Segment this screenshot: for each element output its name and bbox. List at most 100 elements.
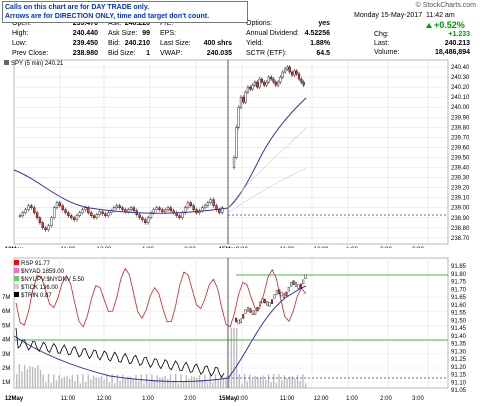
volume-bar — [281, 380, 283, 388]
candle-body — [181, 212, 184, 218]
x-tick-label: 3:00 — [412, 396, 424, 402]
y-tick-label: 91.85 — [451, 264, 467, 270]
indicator-candle — [283, 293, 286, 298]
change-percent-text: +0.52% — [434, 20, 465, 30]
volume-bar — [119, 380, 121, 388]
indicator-candle — [271, 299, 274, 304]
indicator-candle — [302, 279, 305, 285]
indicator-candle — [246, 306, 249, 312]
y-tick-label: 91.55 — [451, 311, 467, 317]
envelope-line — [227, 127, 307, 209]
quote-value: 238.980 — [72, 50, 98, 57]
candle-body — [52, 207, 56, 218]
y-tick-label: 91.35 — [451, 342, 467, 348]
indicator-legend-item: RSP 91.77 — [14, 260, 84, 268]
y-tick-label: 239.80 — [451, 125, 470, 131]
candle-body — [267, 76, 270, 83]
volume-bar — [265, 379, 267, 388]
quote-label: Open: — [12, 20, 32, 27]
indicator-ma-line — [13, 285, 307, 383]
stockcharts-logo[interactable]: © StockCharts.com — [415, 2, 476, 9]
y-tick-label: 240.00 — [451, 105, 470, 111]
volume-bar — [291, 376, 293, 388]
candle-body — [87, 207, 90, 213]
candle-body — [21, 212, 25, 216]
chg-row: Chg: +1.233 — [354, 31, 470, 39]
volume-bar — [90, 379, 92, 388]
chg-value: +1.233 — [448, 31, 470, 38]
candle-body — [47, 225, 50, 231]
candle-body — [256, 81, 259, 88]
y-tick-label: 239.50 — [451, 155, 470, 161]
quote-value: 1 — [146, 50, 150, 57]
candle-body — [98, 211, 101, 215]
volume-bar — [275, 383, 278, 388]
indicator-legend-item: $TRIN 0.87 — [14, 292, 84, 300]
price-chart[interactable]: 240.40 240.30 240.20 240.10 240.00 239.90 239.… — [0, 58, 480, 248]
candle-body — [50, 217, 53, 226]
volume-bar — [273, 374, 275, 388]
candle-body — [277, 81, 280, 86]
quote-panel: Calls on this chart are for DAY TRADE on… — [0, 0, 480, 60]
candle-body — [158, 207, 161, 210]
volume-bar — [74, 381, 76, 388]
y-tick-label-left: 4M — [2, 338, 10, 344]
indicator-legend: RSP 91.77 $NYAD 1859.00 $NYUPV:$NYDNV 5.50… — [14, 260, 84, 300]
volume-bar — [288, 376, 291, 388]
candle-body — [124, 209, 127, 212]
volume-bar — [108, 382, 111, 388]
candle-body — [293, 70, 296, 76]
x-tick-label: 2:00 — [184, 247, 196, 248]
indicator-candle — [261, 298, 264, 303]
candle-body — [201, 207, 204, 211]
candle-body — [75, 215, 79, 220]
volume-bar — [45, 382, 47, 388]
quote-value: 400 shrs — [203, 40, 232, 47]
candle-body — [249, 86, 252, 90]
quote-label: EPS: — [160, 30, 176, 37]
candle-body — [64, 209, 67, 213]
volume-label: Volume: — [374, 49, 400, 56]
x-tick-label: 2:00 — [380, 247, 392, 248]
volume-bar — [156, 375, 158, 388]
candle-body — [155, 207, 158, 210]
x-tick-label: 12May — [5, 247, 24, 248]
volume-bar — [262, 375, 264, 388]
quote-value: 240.035 — [206, 50, 232, 57]
volume-bar — [55, 380, 58, 388]
volume-bar — [159, 377, 161, 388]
y-tick-label: 239.40 — [451, 166, 470, 172]
candle-body — [297, 73, 301, 80]
volume-bar — [249, 374, 251, 388]
candle-body — [235, 127, 238, 158]
candle-body — [178, 215, 181, 218]
volume-bar — [257, 377, 259, 388]
legend-swatch-icon — [14, 292, 19, 297]
candle-body — [242, 96, 245, 103]
volume-bar — [164, 375, 166, 388]
indicator-candle — [242, 314, 245, 319]
indicator-candle — [234, 317, 237, 323]
candle-body — [237, 107, 240, 128]
candle-body — [92, 215, 96, 218]
indicator-legend-text: RSP 91.77 — [21, 261, 50, 267]
volume-value: 18,486,894 — [434, 49, 470, 56]
indicator-legend-text: $NYAD 1859.00 — [21, 269, 64, 275]
x-tick-label: 12:00 — [96, 396, 112, 402]
volume-bar — [201, 380, 203, 388]
candle-body — [118, 205, 121, 208]
indicator-candle — [285, 291, 288, 297]
candle-body — [253, 81, 257, 86]
volume-bar — [217, 380, 219, 388]
volume-bar — [106, 374, 108, 388]
candle-body — [44, 227, 47, 231]
quote-label: P/E: — [160, 20, 174, 27]
indicator-candle — [259, 301, 262, 307]
quote-value: 240.440 — [72, 30, 98, 37]
y-tick-label: 240.30 — [451, 75, 470, 81]
time-text: 11:42 am — [425, 12, 455, 19]
y-tick-label: 91.20 — [451, 365, 467, 371]
indicator-candle — [266, 301, 269, 306]
y-tick-label-left: 2M — [2, 366, 10, 372]
